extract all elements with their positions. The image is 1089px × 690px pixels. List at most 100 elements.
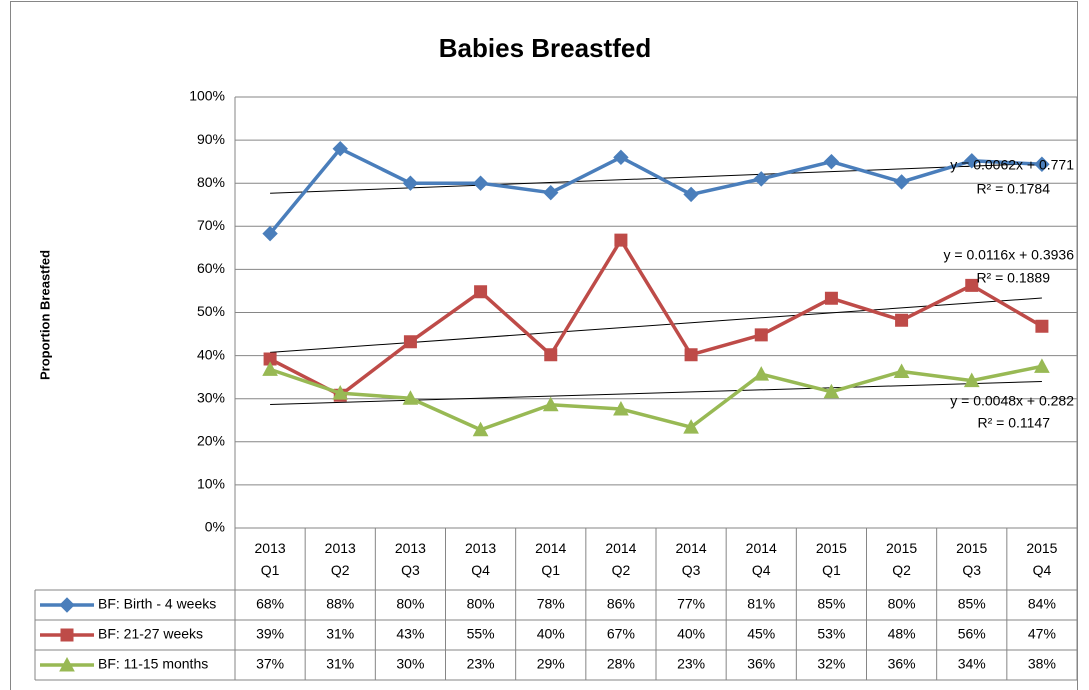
category-text: 2015 Q3 <box>956 540 988 578</box>
table-value: 67% <box>607 626 635 642</box>
table-value: 85% <box>817 596 845 612</box>
category-text: 2013 Q1 <box>254 540 286 578</box>
table-value: 78% <box>537 596 565 612</box>
category-text: 2013 Q4 <box>465 540 497 578</box>
trendline <box>270 162 1042 194</box>
trend-r-squared: R² = 0.1784 <box>976 181 1050 197</box>
data-marker <box>823 153 840 170</box>
table-value: 56% <box>958 626 986 642</box>
data-marker <box>684 348 698 362</box>
table-value: 80% <box>396 596 424 612</box>
legend-label: BF: 21-27 weeks <box>98 626 203 642</box>
data-marker <box>895 313 909 327</box>
table-value: 40% <box>537 626 565 642</box>
data-marker <box>823 383 840 399</box>
table-value: 23% <box>467 656 495 672</box>
table-value: 84% <box>1028 596 1056 612</box>
data-marker <box>754 328 768 342</box>
table-value: 48% <box>888 626 916 642</box>
data-marker <box>963 372 980 388</box>
table-value: 34% <box>958 656 986 672</box>
data-marker <box>1034 358 1050 373</box>
data-marker <box>402 390 419 405</box>
category-text: 2013 Q3 <box>394 540 426 578</box>
data-marker <box>332 141 348 157</box>
x-tick-label: 2015 Q3 <box>937 528 1007 590</box>
data-marker <box>964 153 980 169</box>
data-marker <box>824 291 838 305</box>
table-value: 31% <box>326 656 354 672</box>
table-value: 36% <box>888 656 916 672</box>
y-axis-title: Proportion Breastfed <box>37 250 52 380</box>
data-marker <box>403 335 417 349</box>
data-marker <box>614 233 628 247</box>
table-value: 55% <box>467 626 495 642</box>
data-marker <box>893 363 910 379</box>
table-value: 81% <box>747 596 775 612</box>
table-value: 39% <box>256 626 284 642</box>
data-marker <box>613 400 629 416</box>
y-tick-label: 80% <box>197 174 225 190</box>
data-marker <box>262 361 278 376</box>
chart-title: Babies Breastfed <box>439 33 651 63</box>
data-marker <box>472 421 489 437</box>
table-value: 30% <box>396 656 424 672</box>
table-value: 88% <box>326 596 354 612</box>
x-tick-label: 2015 Q2 <box>867 528 937 590</box>
data-marker <box>1034 156 1050 172</box>
table-value: 45% <box>747 626 775 642</box>
table-value: 32% <box>817 656 845 672</box>
y-tick-label: 20% <box>197 433 225 449</box>
trendline <box>270 297 1042 353</box>
x-tick-label: 2014 Q1 <box>516 528 586 590</box>
x-tick-label: 2015 Q1 <box>796 528 866 590</box>
category-text: 2014 Q2 <box>605 540 637 578</box>
x-tick-label: 2013 Q4 <box>446 528 516 590</box>
category-text: 2014 Q4 <box>745 540 777 578</box>
table-value: 68% <box>256 596 284 612</box>
y-tick-label: 90% <box>197 131 225 147</box>
series-line <box>269 364 1043 432</box>
table-value: 36% <box>747 656 775 672</box>
y-tick-label: 40% <box>197 346 225 362</box>
x-tick-label: 2013 Q1 <box>235 528 305 590</box>
data-marker <box>893 174 910 190</box>
category-text: 2014 Q1 <box>535 540 567 578</box>
table-value: 23% <box>677 656 705 672</box>
x-tick-label: 2013 Q2 <box>305 528 375 590</box>
data-marker <box>613 149 629 166</box>
y-tick-label: 30% <box>197 389 225 405</box>
data-marker <box>262 225 278 242</box>
data-marker <box>263 352 277 366</box>
legend-marker <box>60 628 74 642</box>
y-tick-label: 70% <box>197 217 225 233</box>
table-value: 85% <box>958 596 986 612</box>
trend-equation: y = 0.0116x + 0.3936 <box>943 247 1074 263</box>
y-tick-label: 0% <box>205 519 225 535</box>
series-line <box>268 146 1043 235</box>
data-marker <box>543 184 559 201</box>
table-value: 29% <box>537 656 565 672</box>
x-tick-label: 2013 Q3 <box>375 528 445 590</box>
table-value: 43% <box>396 626 424 642</box>
table-value: 80% <box>888 596 916 612</box>
trend-r-squared: R² = 0.1889 <box>976 270 1050 286</box>
x-tick-label: 2015 Q4 <box>1007 528 1077 590</box>
table-value: 37% <box>256 656 284 672</box>
table-value: 80% <box>467 596 495 612</box>
table-value: 28% <box>607 656 635 672</box>
table-value: 47% <box>1028 626 1056 642</box>
category-text: 2015 Q1 <box>815 540 847 578</box>
data-marker <box>472 175 489 191</box>
legend-marker <box>59 656 75 672</box>
data-marker <box>332 385 349 400</box>
y-tick-label: 100% <box>189 88 225 104</box>
category-text: 2015 Q4 <box>1026 540 1058 578</box>
table-value: 86% <box>607 596 635 612</box>
table-value: 38% <box>1028 656 1056 672</box>
data-marker <box>544 348 558 362</box>
category-text: 2015 Q2 <box>886 540 918 578</box>
category-text: 2014 Q3 <box>675 540 707 578</box>
